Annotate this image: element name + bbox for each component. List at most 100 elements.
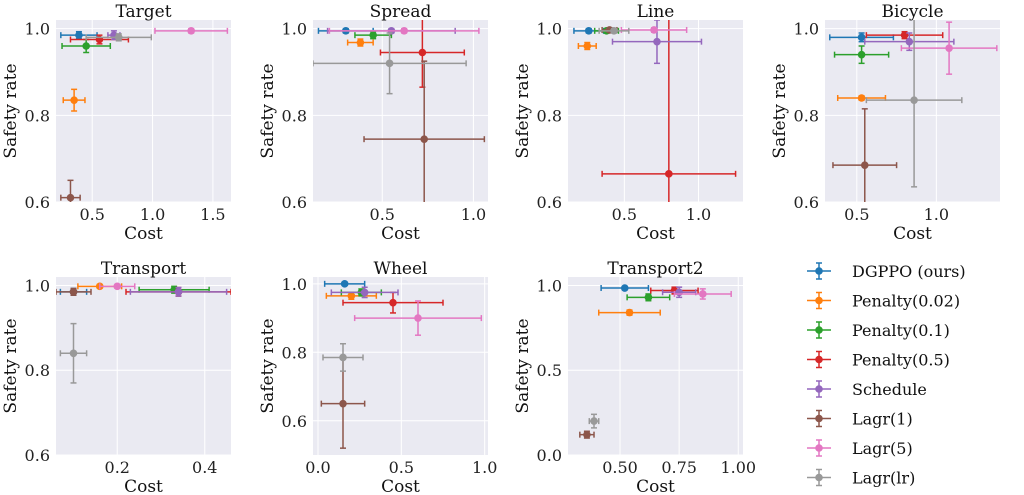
marker: [583, 42, 592, 50]
subplot-transport2: 0.50 0.75 1.00 0.0 0.5 1.0 Transport2 Cost Safet…: [513, 259, 756, 495]
legend-swatch-marker: [815, 355, 823, 364]
point-schedule: [129, 286, 228, 297]
point-lagr-5: [154, 27, 229, 35]
y-axis-label: Safety rate: [258, 63, 278, 158]
legend-label: Lagr(5): [852, 439, 913, 458]
legend: DGPPO (ours) Penalty(0.02) Penalty(0.1) Pen…: [807, 262, 966, 488]
marker: [113, 282, 122, 291]
plot-background: [313, 20, 488, 202]
y-tick-label: 0.0: [537, 446, 562, 465]
point-dgppo-ours: [323, 280, 366, 288]
y-tick-label: 0.6: [282, 193, 307, 212]
legend-entry: Lagr(5): [807, 439, 913, 458]
x-tick-label: 1.5: [200, 205, 225, 224]
point-schedule: [661, 286, 697, 299]
plot-background: [825, 20, 1000, 202]
x-tick-label: 0.75: [661, 458, 697, 477]
marker: [360, 288, 369, 297]
x-axis-label: Cost: [636, 224, 675, 244]
x-tick-label: 0.50: [602, 458, 638, 477]
legend-label: Penalty(0.5): [852, 351, 950, 370]
x-axis-label: Cost: [124, 224, 163, 244]
subplot-bicycle: 0.5 1.0 0.6 0.8 1.0 Bicycle Cost Safety rate: [770, 2, 1000, 244]
point-lagr-5: [99, 282, 136, 291]
data-marks: [320, 280, 483, 449]
point-schedule: [864, 32, 955, 52]
point-lagr-5: [900, 21, 998, 75]
x-axis-label: Cost: [381, 477, 420, 495]
plot-background: [56, 277, 231, 455]
point-lagr-5: [620, 26, 688, 34]
subplot-title: Transport2: [607, 259, 703, 279]
y-tick-label: 0.8: [25, 106, 50, 125]
point-penalty-0-5: [601, 20, 737, 202]
legend-label: Penalty(0.1): [852, 321, 950, 340]
point-penalty-0-1: [626, 293, 671, 302]
x-tick-label: 0.4: [192, 458, 217, 477]
legend-label: Schedule: [852, 380, 927, 399]
data-marks: [573, 20, 737, 202]
marker: [857, 33, 866, 42]
legend-swatch-marker: [815, 385, 823, 393]
legend-entry: Penalty(0.1): [807, 321, 950, 340]
legend-swatch-marker: [815, 444, 823, 452]
marker: [339, 353, 347, 362]
x-axis-label: Cost: [124, 477, 163, 495]
point-penalty-0-02: [597, 308, 661, 317]
marker: [385, 59, 394, 68]
data-marks: [313, 20, 486, 202]
x-tick-label: 1.0: [461, 205, 486, 224]
y-axis-label: Safety rate: [1, 63, 21, 158]
marker: [69, 288, 78, 296]
legend-label: Lagr(lr): [852, 469, 915, 488]
y-tick-label: 1.0: [282, 275, 307, 294]
plot-background: [568, 277, 743, 455]
y-axis-label: Safety rate: [513, 318, 533, 413]
marker: [389, 298, 397, 307]
x-tick-label: 1.0: [472, 458, 497, 477]
marker: [400, 27, 408, 35]
point-lagr-1: [579, 430, 595, 439]
marker: [610, 27, 618, 35]
marker: [174, 288, 183, 296]
point-lagr-lr: [865, 20, 963, 188]
marker: [665, 170, 673, 178]
point-lagr-lr: [85, 33, 153, 42]
x-tick-label: 0.0: [305, 458, 330, 477]
point-lagr-lr: [588, 413, 600, 429]
legend-swatch-marker: [815, 326, 823, 334]
y-tick-label: 0.6: [537, 193, 562, 212]
marker: [339, 399, 347, 408]
subplot-line: 0.5 1.0 0.6 0.8 1.0 Line Cost Safety rate: [513, 2, 743, 244]
subplot-title: Bicycle: [881, 2, 943, 22]
legend-entry: DGPPO (ours): [807, 262, 966, 281]
marker: [905, 37, 914, 46]
y-tick-label: 0.8: [794, 106, 819, 125]
data-marks: [829, 20, 998, 202]
y-tick-label: 1.0: [25, 20, 50, 39]
y-tick-label: 1.0: [537, 20, 562, 39]
point-lagr-lr: [322, 343, 364, 372]
subplot-title: Line: [637, 2, 675, 22]
point-lagr-5: [353, 300, 483, 336]
legend-swatch-marker: [815, 414, 823, 423]
point-penalty-0-5: [342, 291, 444, 314]
x-axis-label: Cost: [893, 224, 932, 244]
subplot-title: Target: [115, 2, 171, 22]
x-axis-label: Cost: [636, 477, 675, 495]
marker: [66, 193, 75, 202]
y-tick-label: 1.0: [25, 276, 50, 295]
subplot-transport: 0.2 0.4 0.6 0.8 1.0 Transport Cost Safety rate: [1, 259, 231, 495]
marker: [75, 31, 83, 39]
point-schedule: [330, 286, 399, 299]
marker: [625, 308, 634, 317]
marker: [69, 349, 78, 358]
y-tick-label: 0.6: [25, 446, 50, 465]
x-tick-label: 1.0: [924, 205, 949, 224]
legend-entry: Lagr(1): [807, 410, 913, 429]
y-tick-label: 1.0: [537, 276, 562, 295]
subplot-title: Spread: [370, 2, 432, 22]
point-lagr-5: [328, 27, 480, 35]
x-tick-label: 1.0: [140, 205, 165, 224]
subplot-title: Transport: [101, 259, 187, 279]
